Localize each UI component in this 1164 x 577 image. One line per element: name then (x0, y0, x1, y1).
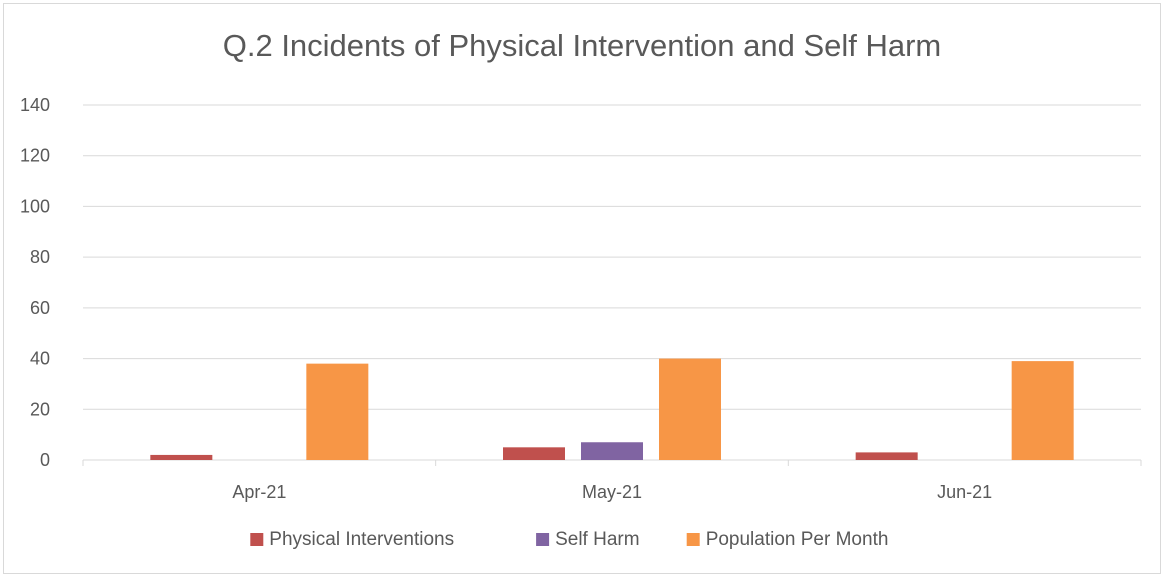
bar (659, 358, 721, 460)
bar (503, 447, 565, 460)
legend-swatch (536, 533, 550, 546)
bar (1011, 361, 1074, 460)
y-tick-label: 80 (30, 247, 50, 267)
y-tick-label: 40 (30, 349, 50, 369)
y-tick-label: 120 (20, 146, 50, 166)
chart-frame (3, 3, 1161, 574)
legend-swatch (250, 533, 264, 546)
legend-label: Population Per Month (706, 529, 889, 550)
legend-label: Physical Interventions (269, 529, 454, 550)
y-tick-label: 0 (40, 450, 50, 470)
x-tick-label: Jun-21 (937, 482, 992, 502)
y-tick-label: 100 (20, 196, 50, 216)
y-tick-label: 60 (30, 298, 50, 318)
chart-title: Q.2 Incidents of Physical Intervention a… (222, 28, 942, 63)
bar (150, 454, 213, 460)
bar (581, 442, 643, 460)
y-tick-label: 140 (20, 95, 50, 115)
y-tick-label: 20 (30, 399, 50, 419)
x-tick-label: Apr-21 (232, 482, 286, 502)
bar (306, 363, 369, 460)
legend-swatch (686, 533, 700, 546)
legend-label: Self Harm (555, 529, 639, 550)
x-tick-label: May-21 (582, 482, 642, 502)
bar (855, 452, 918, 460)
